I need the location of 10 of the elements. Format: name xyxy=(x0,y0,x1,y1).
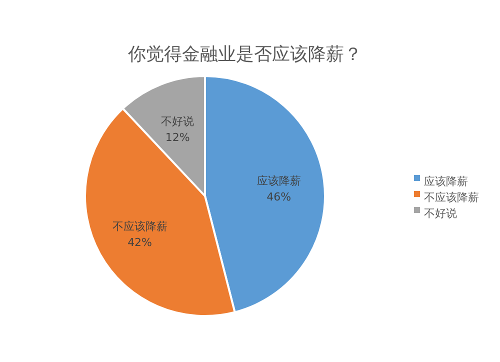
slice-label: 不应该降薪 xyxy=(112,220,168,233)
legend-label: 应该降薪 xyxy=(424,175,468,188)
data-label: 46% xyxy=(266,190,292,204)
slice-label: 应该降薪 xyxy=(256,174,301,188)
legend-label: 不好说 xyxy=(424,207,457,220)
slice-label: 不好说 xyxy=(161,114,194,128)
data-label: 42% xyxy=(128,236,152,249)
title: 你觉得金融业是否应该降薪？ xyxy=(128,44,362,65)
legend-label: 不应该降薪 xyxy=(424,191,479,204)
data-label: 12% xyxy=(165,130,190,144)
